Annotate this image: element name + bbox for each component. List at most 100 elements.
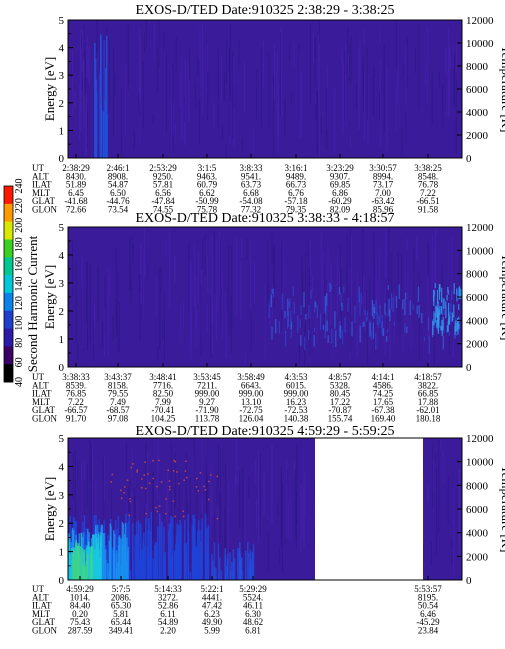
- orbit-value: 140.38: [284, 414, 309, 424]
- orbit-value: 91.70: [66, 414, 87, 424]
- ytick-label: 0: [59, 153, 65, 165]
- y2tick-label: 10000: [466, 38, 494, 50]
- orbit-value: 48.62: [243, 617, 263, 627]
- orbit-value: 3:38:25: [414, 163, 442, 173]
- orbit-row-label: UT: [32, 584, 44, 594]
- orbit-value: -72.75: [239, 405, 263, 415]
- ytick-label: 1: [59, 334, 65, 346]
- orbit-value: 8908.: [108, 171, 128, 181]
- orbit-value: 63.73: [241, 180, 262, 190]
- y2tick-label: 2000: [466, 130, 489, 142]
- orbit-value: 69.85: [330, 180, 351, 190]
- orbit-value: 8548.: [418, 171, 438, 181]
- orbit-value: 7.22: [68, 397, 84, 407]
- panel-3: EXOS-D/TED Date:910325 4:59:29 - 5:59:25…: [32, 424, 505, 636]
- orbit-value: 155.74: [328, 414, 353, 424]
- orbit-value: 4586.: [373, 380, 393, 390]
- ytick-label: 2: [59, 306, 65, 318]
- orbit-value: 60.79: [197, 180, 218, 190]
- orbit-value: 3:30:57: [369, 163, 397, 173]
- orbit-value: 5.81: [113, 609, 129, 619]
- orbit-value: 74.55: [153, 205, 174, 215]
- colorbar-tick-label: 120: [14, 296, 25, 311]
- panel-title: EXOS-D/TED Date:910325 2:38:29 - 3:38:25: [136, 3, 395, 18]
- orbit-value: 66.73: [286, 180, 307, 190]
- y2tick-label: 12000: [466, 15, 494, 27]
- panel-title: EXOS-D/TED Date:910325 3:38:33 - 4:18:57: [136, 211, 395, 226]
- orbit-value: 6.23: [204, 609, 220, 619]
- y2-axis-label: Temperature [K]: [499, 46, 505, 133]
- orbit-value: 85.96: [373, 205, 394, 215]
- y2tick-label: 10000: [466, 457, 494, 469]
- orbit-value: 91.58: [418, 205, 439, 215]
- orbit-value: 287.59: [68, 626, 93, 636]
- orbit-value: 2:46:1: [106, 163, 129, 173]
- ytick-label: 3: [59, 490, 65, 502]
- orbit-row-label: ALT: [32, 380, 49, 390]
- colorbar-tick-label: 200: [14, 218, 25, 233]
- orbit-value: 6.76: [288, 188, 304, 198]
- orbit-value: 80.45: [330, 389, 351, 399]
- y2tick-label: 4000: [466, 528, 489, 540]
- colorbar-segment: [4, 310, 13, 329]
- orbit-value: 349.41: [109, 626, 134, 636]
- orbit-value: -57.18: [284, 196, 308, 206]
- colorbar-segment: [4, 186, 13, 205]
- orbit-row-label: GLON: [32, 414, 57, 424]
- colorbar-tick-label: 240: [14, 179, 25, 194]
- orbit-value: 8994.: [373, 171, 393, 181]
- colorbar-tick-label: 160: [14, 257, 25, 272]
- orbit-value: 66.85: [418, 389, 439, 399]
- orbit-row-label: ALT: [32, 171, 49, 181]
- orbit-value: -70.87: [328, 405, 352, 415]
- orbit-value: 5328.: [330, 380, 350, 390]
- orbit-value: 7716.: [153, 380, 173, 390]
- orbit-value: 3:43:37: [104, 372, 132, 382]
- y2-axis-label: Temperature [K]: [499, 254, 505, 341]
- orbit-value: 6.62: [199, 188, 215, 198]
- orbit-value: 74.25: [373, 389, 394, 399]
- orbit-value: 6.56: [155, 188, 171, 198]
- orbit-row-label: MLT: [32, 397, 51, 407]
- colorbar-segment: [4, 257, 13, 276]
- orbit-value: 8158.: [108, 380, 128, 390]
- orbit-value: 6.45: [68, 188, 84, 198]
- orbit-value: 17.22: [330, 397, 350, 407]
- plot-area: [68, 20, 462, 158]
- orbit-value: -67.38: [371, 405, 395, 415]
- orbit-value: 3:38:33: [62, 372, 90, 382]
- orbit-row-label: ALT: [32, 592, 49, 602]
- orbit-value: 5:14:33: [154, 584, 182, 594]
- colorbar-tick-label: 180: [14, 237, 25, 252]
- orbit-value: 999.00: [239, 389, 264, 399]
- orbit-value: 6.81: [245, 626, 261, 636]
- ytick-label: 5: [59, 15, 65, 27]
- orbit-value: 9463.: [197, 171, 217, 181]
- orbit-value: 97.08: [108, 414, 129, 424]
- orbit-value: 79.35: [286, 205, 307, 215]
- orbit-value: 49.90: [202, 617, 223, 627]
- orbit-value: 57.81: [153, 180, 173, 190]
- panel-1: EXOS-D/TED Date:910325 2:38:29 - 3:38:25…: [32, 3, 505, 215]
- ytick-label: 3: [59, 70, 65, 82]
- colorbar-tick-label: 60: [14, 357, 25, 367]
- y-axis-label: Energy [eV]: [42, 477, 57, 541]
- ytick-label: 4: [59, 461, 65, 473]
- orbit-value: 54.89: [158, 617, 179, 627]
- orbit-value: 3:23:29: [326, 163, 354, 173]
- orbit-value: -41.68: [64, 196, 88, 206]
- orbit-value: 7.99: [155, 397, 171, 407]
- orbit-value: 72.66: [66, 205, 87, 215]
- ytick-label: 4: [59, 250, 65, 262]
- orbit-value: 180.18: [416, 414, 441, 424]
- orbit-value: 999.00: [195, 389, 220, 399]
- y2tick-label: 4000: [466, 315, 489, 327]
- y2tick-label: 4000: [466, 107, 489, 119]
- orbit-value: 3:58:49: [237, 372, 265, 382]
- orbit-value: 65.44: [111, 617, 132, 627]
- orbit-row-label: GLAT: [32, 196, 55, 206]
- orbit-value: 76.78: [418, 180, 439, 190]
- orbit-value: 7.00: [375, 188, 391, 198]
- orbit-value: 65.30: [111, 601, 132, 611]
- orbit-value: 6.30: [245, 609, 261, 619]
